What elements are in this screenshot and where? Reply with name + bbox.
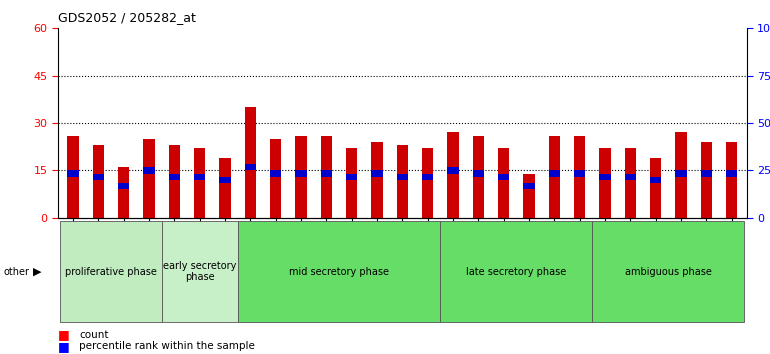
Bar — [650, 177, 661, 183]
Bar — [524, 183, 534, 189]
Bar — [624, 173, 636, 180]
Bar — [473, 136, 484, 218]
Bar — [701, 142, 712, 218]
Bar — [169, 173, 180, 180]
Bar — [549, 136, 560, 218]
Bar — [599, 173, 611, 180]
Bar — [92, 145, 104, 218]
Bar — [118, 167, 129, 218]
Bar — [169, 145, 180, 218]
Bar — [473, 170, 484, 177]
Bar — [574, 136, 585, 218]
Bar — [371, 142, 383, 218]
Bar — [726, 142, 738, 218]
Bar — [675, 132, 687, 218]
Text: ■: ■ — [58, 340, 69, 353]
Bar — [574, 170, 585, 177]
Bar — [675, 170, 687, 177]
Text: mid secretory phase: mid secretory phase — [289, 267, 389, 277]
Text: other: other — [4, 267, 30, 277]
Bar — [270, 170, 281, 177]
Bar — [498, 173, 510, 180]
Bar — [143, 167, 155, 173]
Bar — [194, 173, 206, 180]
Bar — [447, 167, 459, 173]
Bar — [422, 148, 434, 218]
Bar — [320, 170, 332, 177]
Text: ■: ■ — [58, 328, 69, 341]
Bar — [422, 173, 434, 180]
Bar — [726, 170, 738, 177]
Bar — [701, 170, 712, 177]
Bar — [295, 170, 306, 177]
Bar — [346, 173, 357, 180]
Text: proliferative phase: proliferative phase — [65, 267, 157, 277]
Bar — [498, 148, 510, 218]
Bar — [624, 148, 636, 218]
Bar — [245, 164, 256, 170]
Bar — [371, 170, 383, 177]
Bar — [143, 139, 155, 218]
Bar — [219, 177, 231, 183]
Bar — [447, 132, 459, 218]
Text: percentile rank within the sample: percentile rank within the sample — [79, 341, 255, 351]
Text: ambiguous phase: ambiguous phase — [625, 267, 711, 277]
Bar — [599, 148, 611, 218]
Bar — [397, 145, 408, 218]
Bar — [650, 158, 661, 218]
Bar — [295, 136, 306, 218]
Bar — [270, 139, 281, 218]
Text: GDS2052 / 205282_at: GDS2052 / 205282_at — [58, 11, 196, 24]
Text: ▶: ▶ — [32, 267, 42, 277]
Bar — [346, 148, 357, 218]
Bar — [67, 136, 79, 218]
Text: early secretory
phase: early secretory phase — [163, 261, 236, 282]
Bar — [549, 170, 560, 177]
Bar — [397, 173, 408, 180]
Bar — [320, 136, 332, 218]
Bar — [118, 183, 129, 189]
Bar — [524, 173, 534, 218]
Bar — [219, 158, 231, 218]
Bar — [92, 173, 104, 180]
Bar — [67, 170, 79, 177]
Text: late secretory phase: late secretory phase — [466, 267, 567, 277]
Bar — [245, 107, 256, 218]
Text: count: count — [79, 330, 109, 339]
Bar — [194, 148, 206, 218]
